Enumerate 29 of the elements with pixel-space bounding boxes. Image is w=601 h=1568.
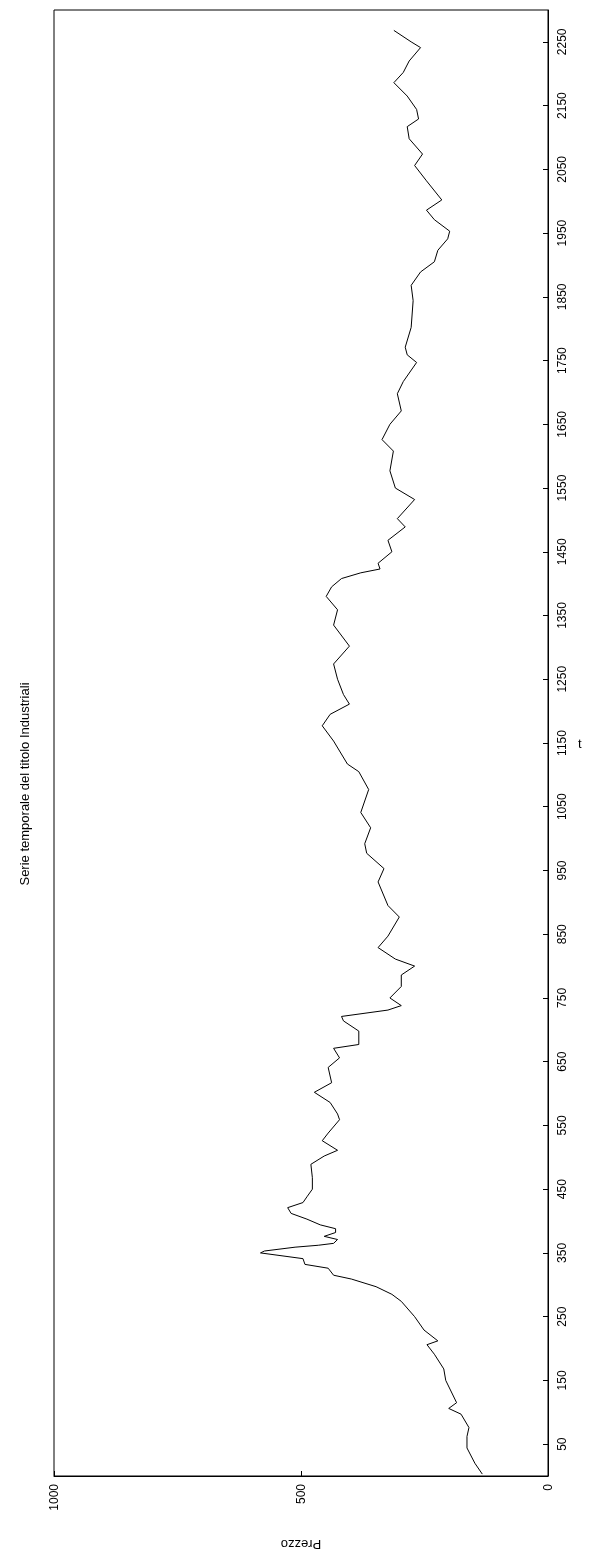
y-tick-label: 1350 <box>555 601 569 629</box>
y-tick-label: 1650 <box>555 410 569 438</box>
y-tick-label: 450 <box>555 1178 569 1200</box>
x-axis-title: Prezzo <box>280 1537 322 1552</box>
y-tick-label: 750 <box>555 987 569 1008</box>
y-tick-label: 250 <box>555 1306 569 1327</box>
y-tick-label: 1450 <box>555 538 569 566</box>
y-tick-label: 150 <box>555 1370 569 1391</box>
y-tick-label: 2150 <box>555 91 569 119</box>
y-tick-label: 350 <box>555 1242 569 1263</box>
y-tick-label: 2050 <box>555 155 569 183</box>
y-tick-label: 950 <box>555 860 569 881</box>
y-tick-label: 1950 <box>555 219 569 247</box>
x-tick-label: 1000 <box>47 1483 61 1511</box>
y-tick-label: 550 <box>555 1115 569 1136</box>
y-tick-label: 650 <box>555 1051 569 1072</box>
x-tick-label: 0 <box>541 1483 555 1491</box>
text: Serie temporale del titolo Industriali <box>16 682 32 886</box>
y-tick-label: 2250 <box>555 28 569 56</box>
y-tick-label: 50 <box>555 1437 569 1451</box>
y-tick-label: 1050 <box>555 793 569 821</box>
y-tick-label: 1150 <box>555 729 569 756</box>
y-tick-label: 1850 <box>555 283 569 311</box>
y-tick-label: 1250 <box>555 665 569 693</box>
y-tick-label: 850 <box>555 923 569 945</box>
y-tick-label: 1750 <box>555 346 569 374</box>
y-tick-label: 1550 <box>555 474 569 502</box>
y-axis-title: t <box>578 735 582 751</box>
x-tick-label: 500 <box>294 1483 308 1505</box>
